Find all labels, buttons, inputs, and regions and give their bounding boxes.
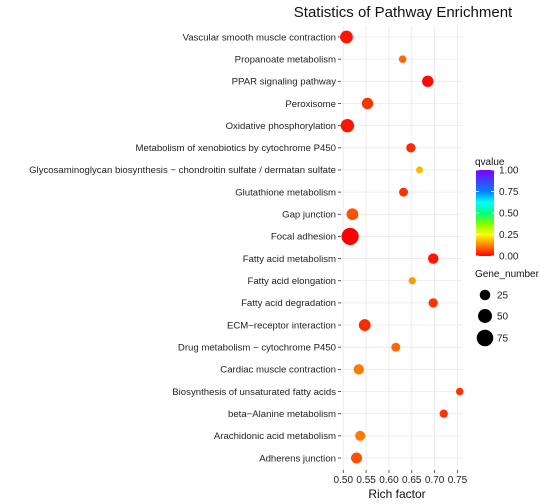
category-label: Drug metabolism − cytochrome P450	[178, 343, 336, 354]
data-point	[416, 166, 424, 174]
qvalue-legend-label: 0.25	[499, 230, 519, 241]
qvalue-legend-title: qvalue	[475, 157, 505, 168]
x-tick-label: 0.50	[334, 475, 354, 486]
gene-number-legend-title: Gene_number	[475, 269, 540, 280]
data-point	[361, 97, 374, 110]
size-legend-label: 75	[497, 334, 509, 345]
size-legend-label: 25	[497, 291, 509, 302]
qvalue-legend-label: 0.75	[499, 187, 519, 198]
x-tick-label: 0.60	[379, 475, 399, 486]
x-tick-label: 0.65	[402, 475, 422, 486]
data-point	[341, 227, 359, 246]
data-point	[455, 387, 464, 396]
data-point	[391, 342, 401, 352]
size-legend-dot	[478, 309, 492, 323]
data-point	[428, 298, 438, 308]
data-point	[355, 430, 366, 441]
x-tick-label: 0.55	[356, 475, 376, 486]
data-point	[351, 452, 363, 464]
qvalue-legend-label: 0.50	[499, 209, 519, 220]
category-label: Glycosaminoglycan biosynthesis − chondro…	[29, 165, 336, 176]
chart-title: Statistics of Pathway Enrichment	[294, 4, 513, 21]
category-label: Biosynthesis of unsaturated fatty acids	[172, 387, 336, 398]
qvalue-colorbar	[476, 170, 494, 256]
data-point	[353, 364, 365, 375]
category-label: Gap junction	[282, 210, 336, 221]
category-label: Arachidonic acid metabolism	[214, 431, 336, 442]
data-point	[439, 409, 448, 418]
category-label: Oxidative phosphorylation	[226, 121, 336, 132]
data-point	[346, 208, 359, 221]
category-label: Vascular smooth muscle contraction	[183, 32, 336, 43]
category-label: ECM−receptor interaction	[227, 320, 336, 331]
category-label: Propanoate metabolism	[235, 54, 336, 65]
category-label: Cardiac muscle contraction	[220, 365, 336, 376]
data-point	[408, 277, 416, 285]
data-point	[406, 143, 416, 153]
data-point	[340, 118, 355, 133]
category-label: PPAR signaling pathway	[232, 77, 337, 88]
category-label: beta−Alanine metabolism	[228, 409, 336, 420]
category-label: Glutathione metabolism	[235, 187, 336, 198]
category-label: Metabolism of xenobiotics by cytochrome …	[136, 143, 337, 154]
size-legend-label: 50	[497, 312, 509, 323]
category-label: Fatty acid elongation	[247, 276, 336, 287]
data-point	[398, 55, 407, 63]
x-tick-label: 0.70	[425, 475, 445, 486]
category-label: Peroxisome	[285, 99, 336, 110]
data-point	[422, 75, 434, 87]
data-point	[399, 187, 409, 197]
data-point	[428, 253, 439, 264]
category-label: Fatty acid degradation	[241, 298, 336, 309]
qvalue-legend-label: 0.00	[499, 252, 519, 263]
category-label: Focal adhesion	[271, 232, 336, 243]
x-axis-title: Rich factor	[368, 487, 425, 501]
data-point	[340, 30, 353, 44]
category-label: Fatty acid metabolism	[243, 254, 336, 265]
data-point	[358, 319, 371, 331]
category-label: Adherens junction	[259, 453, 336, 464]
qvalue-legend-label: 1.00	[499, 166, 519, 177]
x-tick-label: 0.75	[448, 475, 468, 486]
plot-area	[341, 26, 462, 470]
size-legend-dot	[476, 329, 494, 347]
size-legend-dot	[479, 289, 491, 301]
